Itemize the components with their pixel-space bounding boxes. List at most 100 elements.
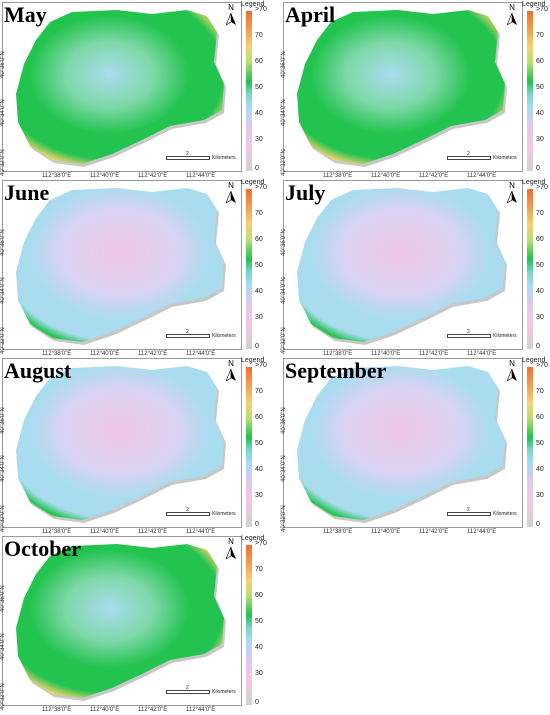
legend-title: Legend — [241, 1, 265, 8]
lake-surface — [297, 188, 505, 342]
longitude-label: 112°42'0"E — [138, 173, 168, 179]
month-title: July — [285, 180, 326, 205]
legend-tick-label: 0 — [255, 699, 259, 706]
legend-title: Legend — [522, 179, 546, 186]
north-arrow-icon: N — [224, 4, 238, 26]
lake-surface — [16, 544, 224, 698]
legend-tick-label: 50 — [536, 84, 544, 91]
month-title: October — [4, 536, 81, 561]
scale-bar — [166, 690, 210, 694]
scale-bar — [166, 334, 210, 338]
scale-value: 2 — [186, 685, 189, 691]
month-title: April — [285, 2, 336, 27]
longitude-label: 112°42'0"E — [138, 351, 168, 357]
lake-map — [297, 366, 507, 523]
longitude-label: 112°40'0"E — [371, 173, 401, 179]
legend-tick-label: 60 — [536, 414, 544, 421]
lake-surface — [297, 10, 505, 164]
legend-tick-label: 40 — [255, 110, 263, 117]
legend-tick-label: 70 — [255, 32, 263, 39]
legend-tick-label: 50 — [255, 262, 263, 269]
legend-tick-label: >70 — [255, 540, 267, 547]
latitude-label: 40°34'0"N — [0, 455, 6, 482]
latitude-label: 40°32'0"N — [281, 505, 287, 532]
latitude-label: 40°32'0"N — [281, 149, 287, 176]
north-arrow-icon: N — [224, 360, 238, 382]
latitude-label: 40°34'0"N — [281, 99, 287, 126]
legend-tick-label: >70 — [536, 184, 548, 191]
map-panel-may: May N 40°36'0"N 40°34'0"N 40°32'0"N 112°38'0"… — [0, 1, 268, 179]
legend-tick-label: >70 — [536, 6, 548, 13]
latitude-label: 40°32'0"N — [281, 327, 287, 354]
legend-tick-label: 70 — [536, 32, 544, 39]
longitude-label: 112°38'0"E — [323, 529, 353, 535]
latitude-label: 40°36'0"N — [281, 229, 287, 256]
legend-tick-label: >70 — [255, 6, 267, 13]
legend-title: Legend — [522, 1, 546, 8]
longitude-label: 112°38'0"E — [323, 173, 353, 179]
longitude-label: 112°44'0"E — [467, 351, 497, 357]
latitude-label: 40°34'0"N — [281, 455, 287, 482]
legend-tick-label: 70 — [536, 210, 544, 217]
legend-tick-label: 40 — [536, 110, 544, 117]
longitude-label: 112°44'0"E — [467, 173, 497, 179]
legend-tick-label: 40 — [255, 466, 263, 473]
longitude-label: 112°42'0"E — [419, 351, 449, 357]
legend-tick-label: 30 — [255, 670, 263, 677]
lake-map — [16, 366, 226, 523]
lake-map — [297, 188, 507, 345]
map-panel-october: October N 40°36'0"N 40°34'0"N 40°32'0"N 112°3… — [0, 535, 268, 713]
legend-tick-label: 60 — [255, 414, 263, 421]
legend-tick-label: 40 — [255, 644, 263, 651]
month-title: June — [4, 180, 50, 205]
scale-value: 2 — [467, 151, 470, 157]
map-panel-september: September N 40°36'0"N 40°34'0"N 40°32'0"N 112… — [281, 357, 549, 535]
lake-surface — [16, 10, 224, 164]
lake-surface — [16, 366, 224, 520]
scale-value: 2 — [186, 507, 189, 513]
legend-tick-label: 30 — [536, 136, 544, 143]
latitude-label: 40°36'0"N — [0, 585, 6, 612]
legend-tick-label: 70 — [255, 566, 263, 573]
month-title: May — [4, 2, 47, 27]
longitude-label: 112°38'0"E — [42, 529, 72, 535]
scale-bar — [447, 512, 491, 516]
legend-color-ramp — [246, 189, 252, 349]
legend-tick-label: 0 — [255, 165, 259, 172]
legend-title: Legend — [241, 357, 265, 364]
longitude-label: 112°42'0"E — [138, 529, 168, 535]
map-panel-april: April N 40°36'0"N 40°34'0"N 40°32'0"N 112°38'… — [281, 1, 549, 179]
longitude-label: 112°42'0"E — [419, 173, 449, 179]
longitude-label: 112°38'0"E — [42, 707, 72, 713]
longitude-label: 112°40'0"E — [90, 529, 120, 535]
legend-color-ramp — [246, 11, 252, 171]
legend-color-ramp — [527, 11, 533, 171]
legend-tick-label: 60 — [536, 236, 544, 243]
legend-tick-label: 30 — [255, 314, 263, 321]
lake-map — [16, 10, 226, 167]
legend-tick-label: 50 — [536, 440, 544, 447]
longitude-label: 112°40'0"E — [371, 529, 401, 535]
north-arrow-icon: N — [505, 182, 519, 204]
latitude-label: 40°36'0"N — [281, 51, 287, 78]
legend-tick-label: 30 — [255, 492, 263, 499]
latitude-label: 40°32'0"N — [0, 149, 6, 176]
legend-tick-label: 30 — [536, 314, 544, 321]
map-panel-july: July N 40°36'0"N 40°34'0"N 40°32'0"N 112°38'0… — [281, 179, 549, 357]
north-arrow-icon: N — [224, 182, 238, 204]
latitude-label: 40°34'0"N — [281, 277, 287, 304]
legend-tick-label: >70 — [255, 362, 267, 369]
scale-unit: Kilometers — [493, 511, 517, 517]
lake-surface — [16, 188, 224, 342]
legend-tick-label: 0 — [536, 343, 540, 350]
legend-tick-label: 50 — [255, 440, 263, 447]
scale-unit: Kilometers — [212, 689, 236, 695]
legend-tick-label: 0 — [255, 343, 259, 350]
legend-tick-label: 60 — [255, 592, 263, 599]
month-title: August — [4, 358, 72, 383]
scale-bar — [447, 156, 491, 160]
scale-bar — [447, 334, 491, 338]
legend-tick-label: 70 — [255, 210, 263, 217]
legend-title: Legend — [522, 357, 546, 364]
legend-tick-label: 40 — [536, 288, 544, 295]
